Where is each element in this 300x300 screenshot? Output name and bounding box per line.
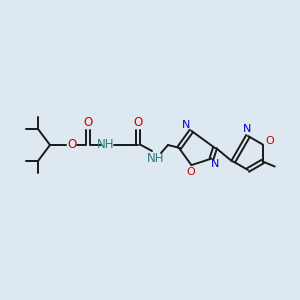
- Text: NH: NH: [147, 152, 165, 166]
- Text: N: N: [182, 120, 190, 130]
- Text: O: O: [265, 136, 274, 146]
- Text: NH: NH: [97, 139, 115, 152]
- Text: N: N: [243, 124, 251, 134]
- Text: N: N: [212, 159, 220, 169]
- Text: O: O: [134, 116, 142, 128]
- Text: O: O: [68, 139, 76, 152]
- Text: O: O: [186, 167, 195, 177]
- Text: O: O: [83, 116, 93, 128]
